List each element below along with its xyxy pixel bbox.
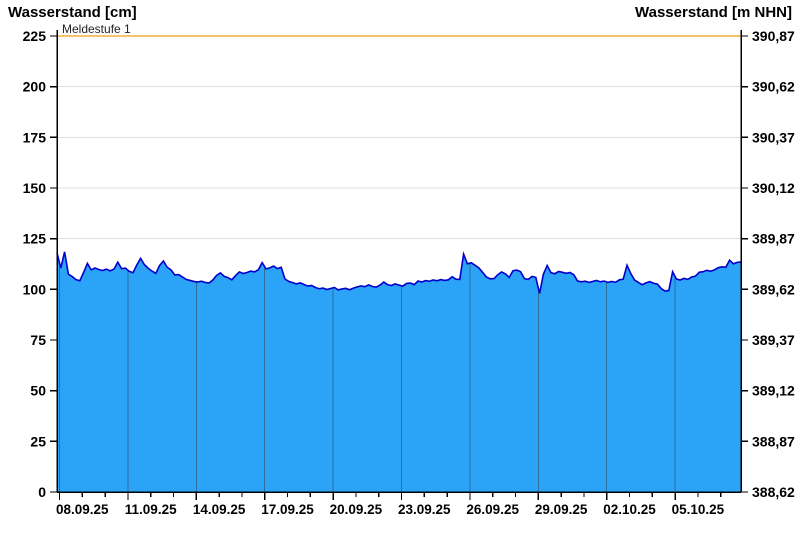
y-right-tick-labels: 388,62 388,87 389,12 389,37 389,62 389,87 390,… [741,28,795,500]
water-line [56,250,742,294]
svg-text:225: 225 [23,28,47,44]
svg-text:388,87: 388,87 [752,433,795,449]
svg-text:25: 25 [30,433,46,449]
threshold-label: Meldestufe 1 [62,22,131,36]
right-axis-title: Wasserstand [m NHN] [635,4,792,21]
x-tick-labels: 08.09.25 11.09.25 14.09.25 17.09.25 20.09.25… [56,492,725,517]
svg-text:388,62: 388,62 [752,484,795,500]
svg-text:14.09.25: 14.09.25 [193,502,246,517]
svg-text:390,87: 390,87 [752,28,795,44]
svg-text:02.10.25: 02.10.25 [603,502,656,517]
svg-text:75: 75 [30,332,46,348]
svg-text:20.09.25: 20.09.25 [330,502,383,517]
svg-text:100: 100 [23,281,47,297]
left-axis-title: Wasserstand [cm] [8,4,137,21]
svg-text:11.09.25: 11.09.25 [125,502,177,517]
svg-text:29.09.25: 29.09.25 [535,502,588,517]
svg-text:389,37: 389,37 [752,332,795,348]
svg-text:200: 200 [23,79,47,95]
axes [56,30,742,493]
svg-text:08.09.25: 08.09.25 [56,502,109,517]
svg-text:Meldestufe 1: Meldestufe 1 [62,22,131,36]
svg-text:389,87: 389,87 [752,231,795,247]
water-area [57,251,741,492]
svg-text:389,12: 389,12 [752,383,795,399]
svg-text:390,12: 390,12 [752,180,795,196]
svg-text:150: 150 [23,180,47,196]
svg-text:23.09.25: 23.09.25 [398,502,451,517]
y-left-tick-labels: 0 25 50 75 100 125 150 175 200 225 [23,28,57,500]
svg-text:0: 0 [38,484,46,500]
svg-text:389,62: 389,62 [752,281,795,297]
svg-text:125: 125 [23,231,47,247]
svg-text:175: 175 [23,129,47,145]
svg-text:05.10.25: 05.10.25 [672,502,725,517]
svg-text:390,37: 390,37 [752,129,795,145]
svg-text:17.09.25: 17.09.25 [261,502,314,517]
svg-text:26.09.25: 26.09.25 [466,502,519,517]
svg-text:390,62: 390,62 [752,79,795,95]
svg-text:50: 50 [30,383,46,399]
